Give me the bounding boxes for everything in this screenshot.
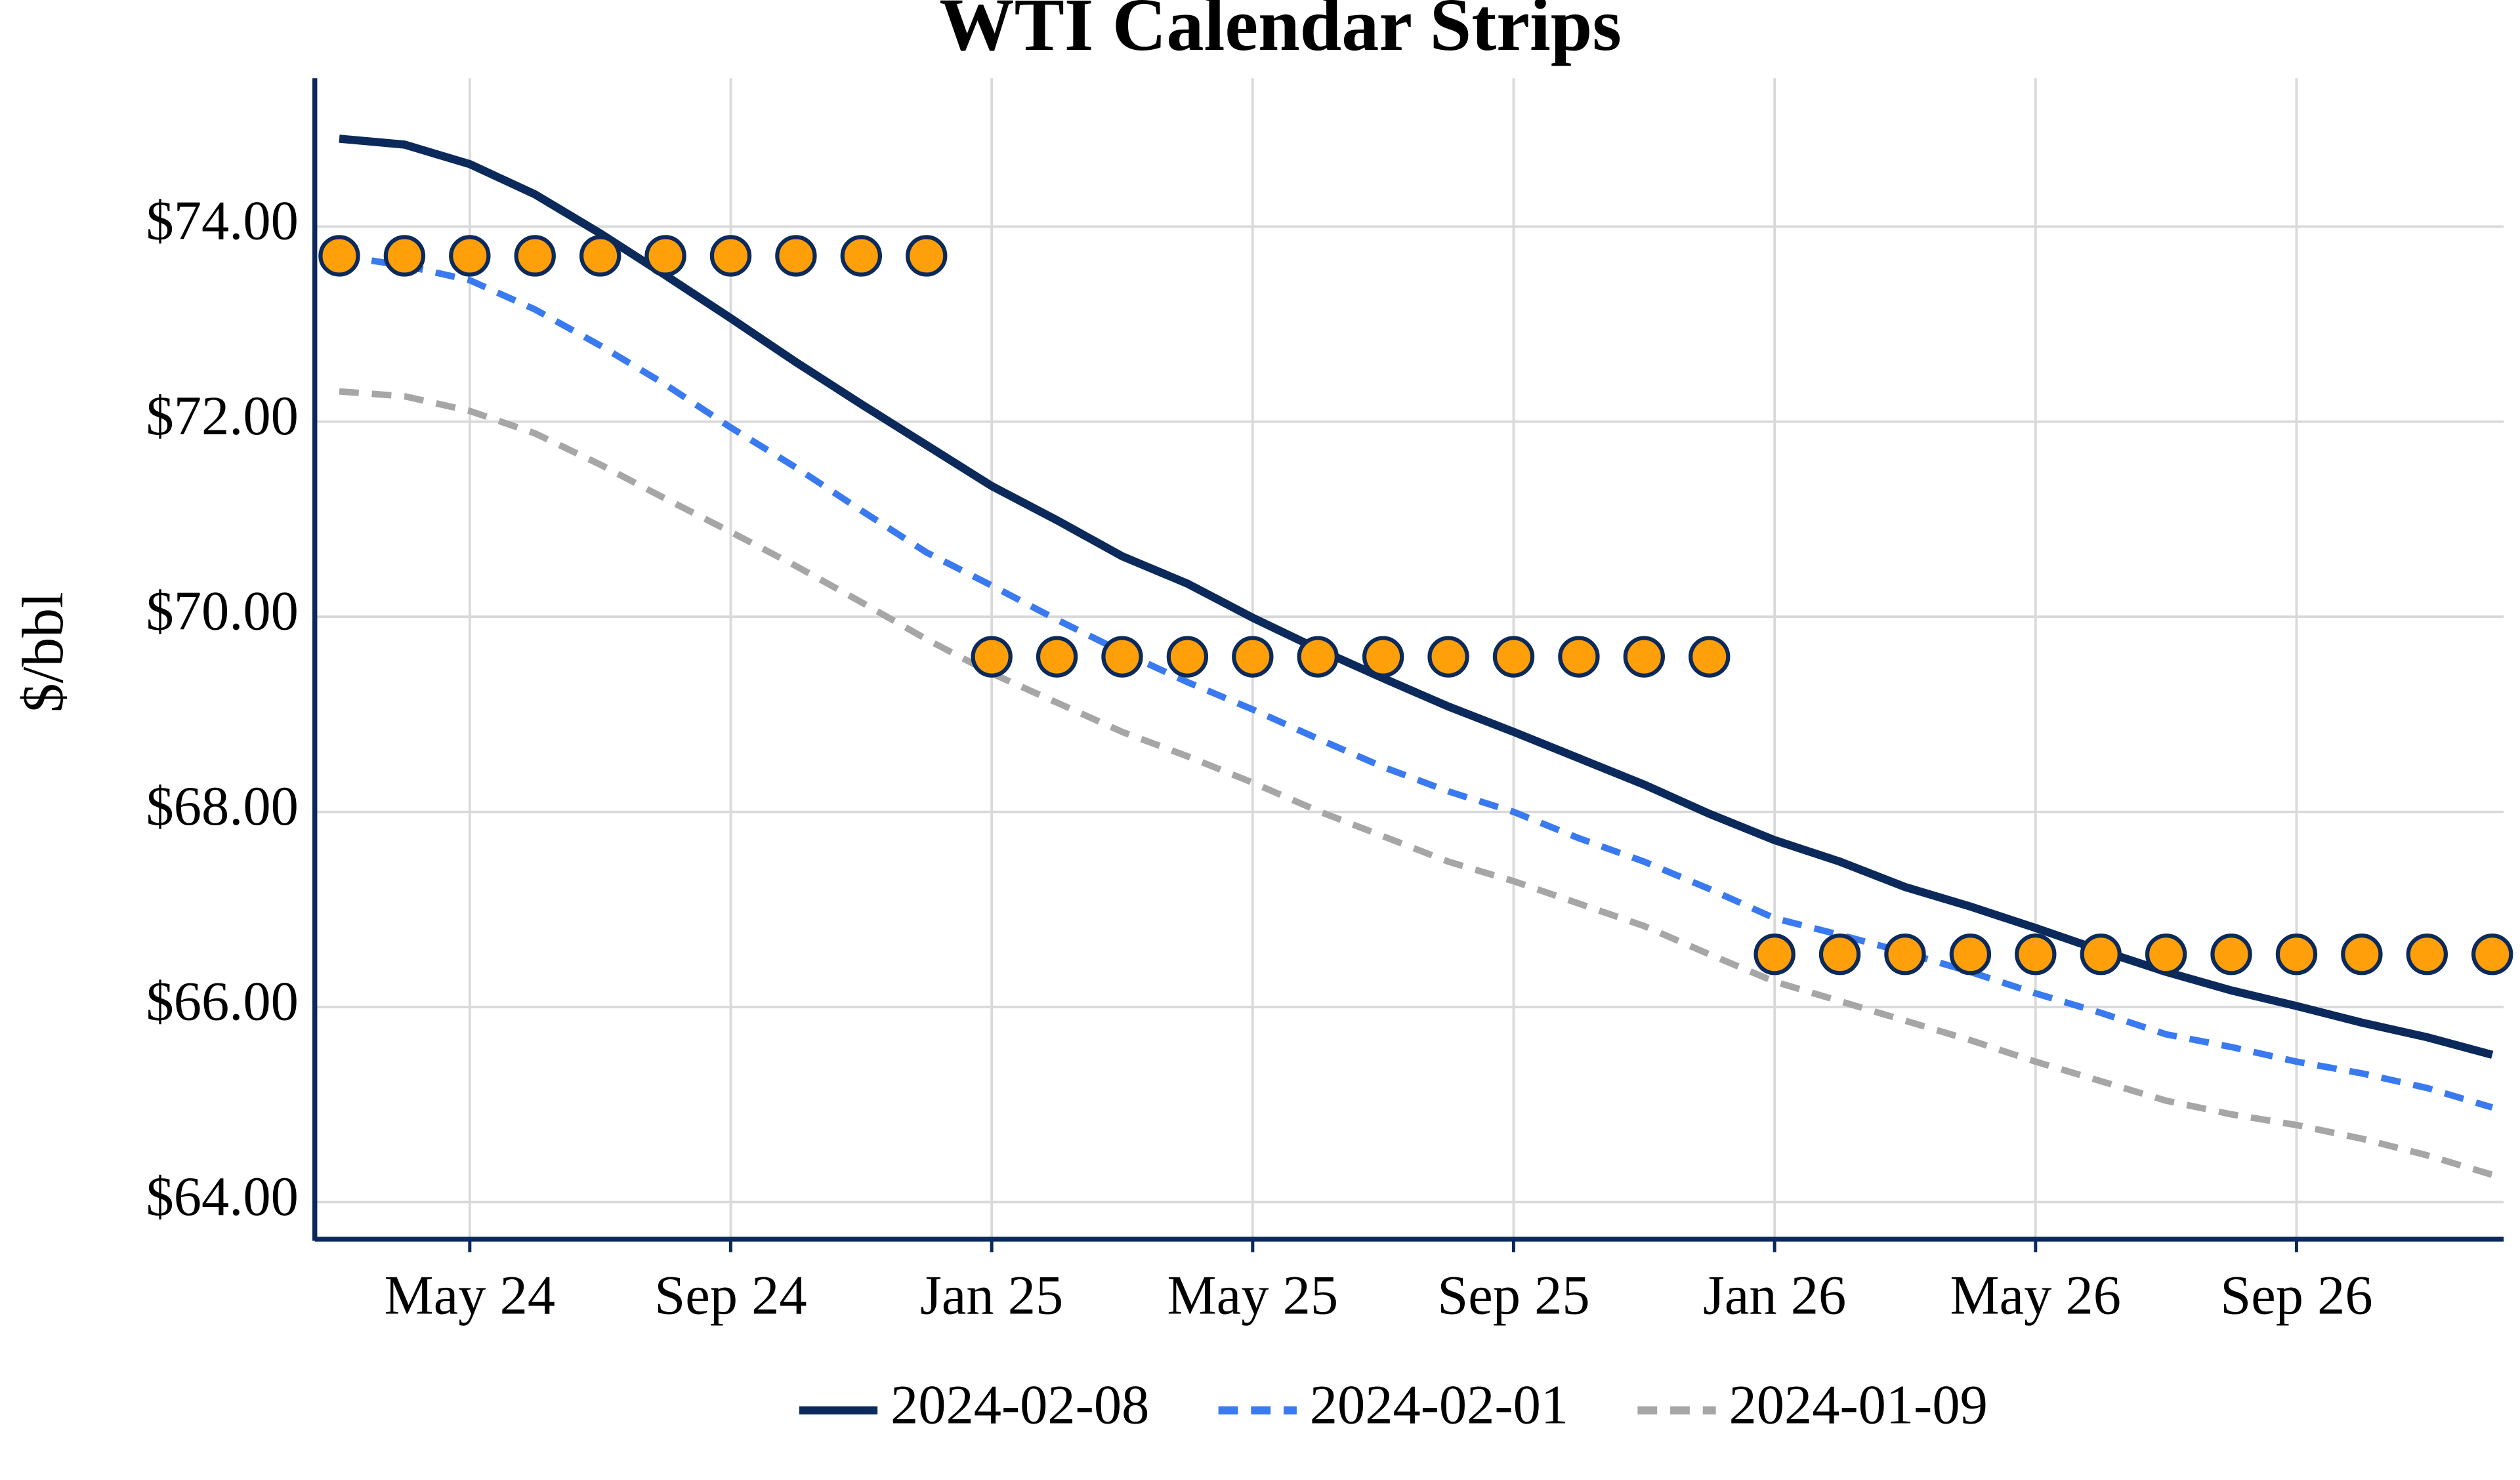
strip-marker xyxy=(2341,933,2383,976)
strip-marker xyxy=(1232,636,1274,678)
strip-marker xyxy=(1297,636,1339,678)
x-tick-label: May 25 xyxy=(1167,1265,1339,1326)
legend-label: 2024-01-09 xyxy=(1729,1374,1988,1435)
x-tick-label: Jan 26 xyxy=(1703,1265,1846,1326)
strip-marker xyxy=(2275,933,2318,976)
strip-marker xyxy=(1492,636,1535,678)
strip-marker xyxy=(1949,933,1992,976)
strip-marker xyxy=(2080,933,2122,976)
strip-marker xyxy=(971,636,1013,678)
strip-marker xyxy=(2015,933,2057,976)
strip-marker xyxy=(1754,933,1796,976)
strip-marker xyxy=(2210,933,2252,976)
strip-marker xyxy=(318,235,360,277)
strip-marker xyxy=(1036,636,1078,678)
strip-marker xyxy=(1101,636,1143,678)
y-tick-label: $72.00 xyxy=(146,386,298,447)
strip-marker xyxy=(709,235,752,277)
strip-marker xyxy=(514,235,556,277)
strip-marker xyxy=(2406,933,2448,976)
y-tick-label: $64.00 xyxy=(146,1166,298,1227)
strip-marker xyxy=(2471,933,2513,976)
x-tick-label: May 26 xyxy=(1950,1265,2122,1326)
strip-marker xyxy=(1818,933,1861,976)
strip-marker xyxy=(579,235,621,277)
y-tick-label: $66.00 xyxy=(146,971,298,1032)
strip-marker xyxy=(449,235,491,277)
x-tick-label: Sep 26 xyxy=(2220,1265,2372,1326)
strip-marker xyxy=(840,235,883,277)
x-tick-label: Sep 25 xyxy=(1437,1265,1589,1326)
strip-marker xyxy=(2145,933,2187,976)
series-line xyxy=(339,388,2494,1178)
series-line xyxy=(339,134,2494,1059)
strip-marker xyxy=(1362,636,1404,678)
strip-marker xyxy=(1166,636,1209,678)
y-tick-label: $74.00 xyxy=(146,191,298,252)
legend-label: 2024-02-08 xyxy=(891,1374,1149,1435)
strip-marker xyxy=(1427,636,1469,678)
chart-title: WTI Calendar Strips xyxy=(939,0,1622,66)
strip-marker xyxy=(1884,933,1926,976)
y-axis-label: $/bbl xyxy=(10,592,75,712)
strip-marker xyxy=(775,235,817,277)
strip-marker xyxy=(1689,636,1731,678)
y-tick-label: $68.00 xyxy=(146,776,298,837)
x-tick-label: May 24 xyxy=(385,1265,556,1326)
legend-label: 2024-02-01 xyxy=(1310,1374,1568,1435)
x-tick-label: Sep 24 xyxy=(654,1265,807,1326)
strip-marker xyxy=(644,235,686,277)
strip-marker xyxy=(1623,636,1666,678)
y-tick-label: $70.00 xyxy=(146,581,298,642)
strip-marker xyxy=(906,235,948,277)
x-tick-label: Jan 25 xyxy=(920,1265,1063,1326)
strip-marker xyxy=(383,235,426,277)
series-line xyxy=(339,253,2494,1111)
strip-marker xyxy=(1558,636,1600,678)
